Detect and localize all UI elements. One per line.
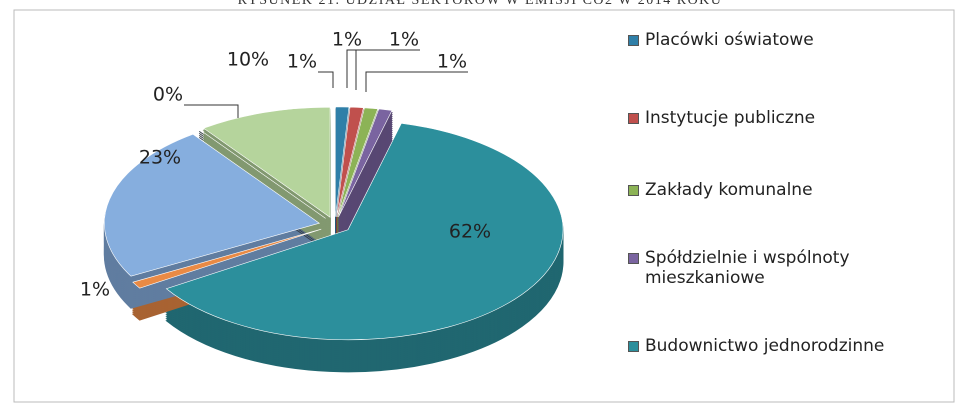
leader-line <box>184 104 239 118</box>
chart-border <box>13 9 955 403</box>
leader-line <box>355 49 420 90</box>
data-label: 62% <box>449 221 491 243</box>
legend-swatch <box>628 341 639 352</box>
slice <box>104 133 321 277</box>
legend-label: Zakłady komunalne <box>645 180 813 200</box>
data-label: 0% <box>153 84 183 106</box>
legend-item: Zakłady komunalne <box>628 180 938 200</box>
data-label: 1% <box>80 279 110 301</box>
slice <box>336 106 364 217</box>
legend-swatch <box>628 113 639 124</box>
slice <box>199 129 326 219</box>
legend-swatch <box>628 35 639 46</box>
slice <box>337 107 379 218</box>
slice <box>165 122 564 341</box>
slice <box>203 106 331 218</box>
slice <box>338 108 393 218</box>
legend-item: Placówki oświatowe <box>628 30 938 50</box>
legend-label: Budownictwo jednorodzinne <box>645 336 885 356</box>
leader-line <box>318 71 334 88</box>
legend-label: Instytucje publiczne <box>645 108 816 128</box>
legend-label: Spółdzielnie i wspólnoty mieszkaniowe <box>645 248 850 288</box>
slice <box>335 106 350 217</box>
slice <box>132 228 322 289</box>
data-label: 1% <box>332 29 362 51</box>
legend-item: Spółdzielnie i wspólnoty mieszkaniowe <box>628 248 938 288</box>
data-label: 1% <box>437 51 467 73</box>
leader-line <box>346 49 363 88</box>
data-label: 23% <box>139 147 181 169</box>
chart-title: RYSUNEK 21. UDZIAŁ SEKTORÓW W EMISJI CO2… <box>238 0 723 8</box>
legend-item: Instytucje publiczne <box>628 108 938 128</box>
leader-line <box>365 71 468 92</box>
legend-swatch <box>628 185 639 196</box>
data-label: 1% <box>287 51 317 73</box>
data-label: 1% <box>389 29 419 51</box>
data-label: 10% <box>227 49 269 71</box>
legend-swatch <box>628 253 639 264</box>
legend-item: Budownictwo jednorodzinne <box>628 336 938 356</box>
legend-label: Placówki oświatowe <box>645 30 814 50</box>
